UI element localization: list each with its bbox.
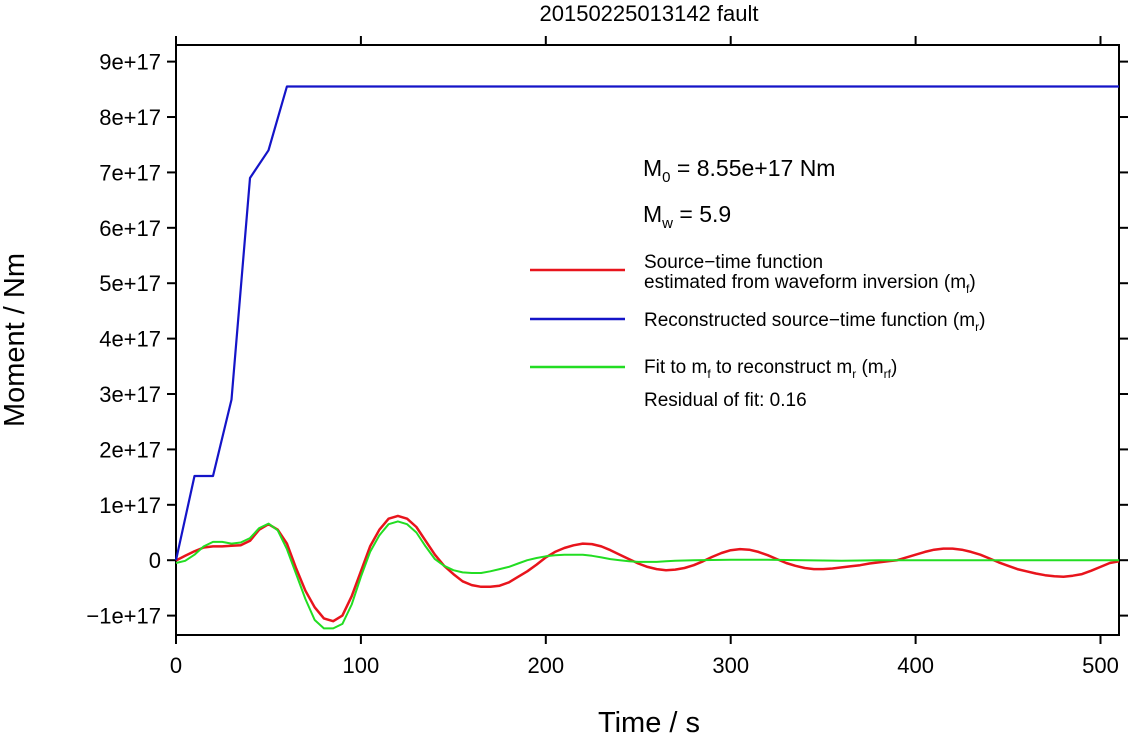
x-tick-label: 100 — [343, 653, 380, 678]
series-line-mf — [175, 514, 1120, 623]
legend-label-mf-line1: Source−time function — [644, 252, 823, 273]
y-tick-label: 2e+17 — [99, 437, 161, 462]
y-tick-label: 3e+17 — [99, 382, 161, 407]
m0-annotation: M0 = 8.55e+17 Nm — [643, 155, 835, 186]
mw-annotation: Mw = 5.9 — [643, 201, 731, 232]
x-axis: 0 100 200 300 400 500 — [170, 36, 1119, 678]
y-tick-label: 8e+17 — [99, 105, 161, 130]
series-line-mrf — [175, 520, 1119, 630]
legend-label-mr: Reconstructed source−time function (mr) — [644, 310, 985, 334]
x-tick-label: 0 — [170, 653, 182, 678]
x-tick-label: 300 — [712, 653, 749, 678]
y-tick-label: 0 — [149, 548, 161, 573]
legend-label-mf-line2: estimated from waveform inversion (mf) — [644, 272, 976, 296]
y-tick-label: 6e+17 — [99, 216, 161, 241]
x-tick-label: 200 — [527, 653, 564, 678]
y-tick-label: 1e+17 — [99, 493, 161, 518]
y-axis: −1e+17 0 1e+17 2e+17 3e+17 4e+17 5e+17 6e+17 7e+… — [86, 50, 1128, 629]
y-tick-label: 9e+17 — [99, 50, 161, 75]
x-tick-label: 400 — [897, 653, 934, 678]
residual-label: Residual of fit: 0.16 — [644, 390, 807, 411]
chart-title: 20150225013142 fault — [540, 1, 759, 26]
x-tick-label: 500 — [1082, 653, 1119, 678]
legend: Source−time function estimated from wave… — [530, 252, 985, 411]
y-tick-label: −1e+17 — [86, 604, 161, 629]
y-axis-label: Moment / Nm — [0, 253, 31, 427]
y-tick-label: 5e+17 — [99, 271, 161, 296]
x-axis-label: Time / s — [598, 707, 700, 735]
series-layer — [174, 85, 1120, 630]
y-tick-label: 4e+17 — [99, 327, 161, 352]
series-line-mr — [174, 85, 1119, 561]
y-tick-label: 7e+17 — [99, 160, 161, 185]
plot-frame — [175, 44, 1120, 636]
legend-label-mrf: Fit to mf to reconstruct mr (mrf) — [644, 357, 897, 381]
